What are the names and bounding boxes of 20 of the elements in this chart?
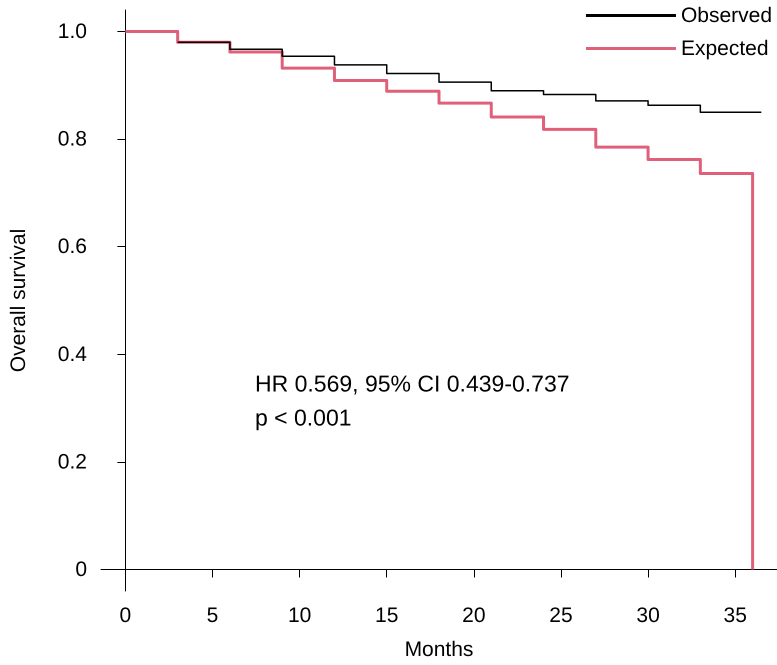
x-tick-label: 15 bbox=[375, 604, 398, 627]
x-tick-label: 25 bbox=[549, 604, 573, 627]
y-tick-label: 0.6 bbox=[58, 235, 87, 258]
x-tick-label: 0 bbox=[120, 604, 132, 627]
annotation: p < 0.001 bbox=[255, 404, 352, 430]
x-tick-label: 5 bbox=[206, 604, 218, 627]
x-axis-title: Months bbox=[404, 638, 474, 661]
x-tick-label: 30 bbox=[636, 604, 660, 627]
x-tick-label: 35 bbox=[724, 604, 747, 627]
y-tick-label: 0 bbox=[75, 558, 87, 581]
legend-label: Observed bbox=[680, 4, 772, 27]
y-axis-title: Overall survival bbox=[7, 228, 30, 372]
y-tick-label: 0.4 bbox=[58, 342, 88, 366]
y-tick-label: 0.2 bbox=[58, 450, 87, 474]
y-tick-label: 1.0 bbox=[58, 20, 87, 44]
x-tick-label: 10 bbox=[288, 604, 312, 627]
legend-label: Expected bbox=[680, 37, 769, 60]
annotation: HR 0.569, 95% CI 0.439-0.737 bbox=[255, 370, 570, 396]
x-tick-label: 20 bbox=[462, 604, 486, 627]
y-tick-label: 0.8 bbox=[58, 128, 87, 151]
